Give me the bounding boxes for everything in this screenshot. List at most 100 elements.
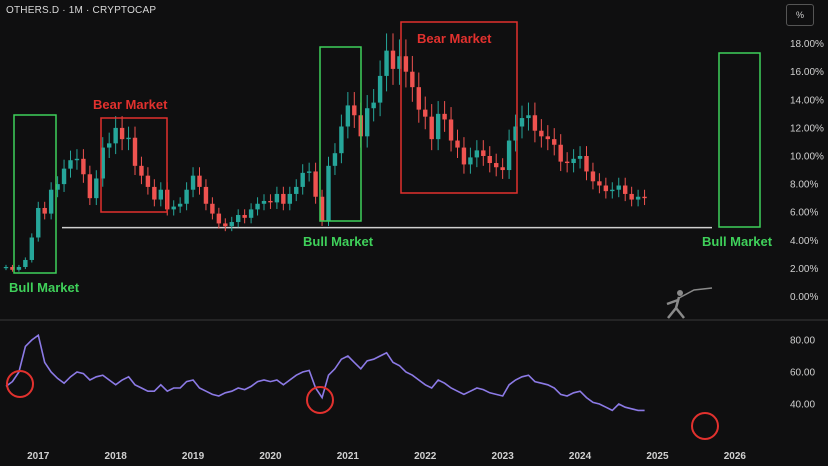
candle-body — [642, 196, 647, 199]
candle-body — [3, 266, 9, 269]
price-axis-tick: 8.00% — [790, 180, 818, 191]
candle-body — [558, 144, 563, 162]
candle-body — [139, 165, 144, 176]
candle-body — [377, 75, 383, 103]
candle-body — [345, 105, 351, 127]
candle-body — [552, 139, 557, 145]
candle-body — [487, 156, 492, 164]
candle-body — [365, 108, 370, 137]
candle-body — [126, 137, 131, 140]
x-axis-tick: 2018 — [105, 451, 128, 462]
candle-body — [268, 200, 273, 203]
candle-body — [223, 223, 228, 227]
candle-body — [300, 172, 305, 187]
candle-body — [326, 165, 331, 221]
candle-body — [610, 189, 615, 192]
candle-body — [435, 113, 441, 140]
candle-body — [526, 115, 531, 119]
candle-body — [571, 158, 576, 164]
candle-body — [184, 189, 189, 204]
bull-market-label-2: Bull Market — [303, 234, 374, 249]
candle-body — [532, 115, 538, 131]
candle-body — [216, 213, 222, 224]
candle-body — [29, 237, 34, 260]
candle-body — [16, 266, 22, 270]
candle-body — [203, 186, 209, 204]
candle-body — [42, 207, 47, 214]
candle-body — [158, 189, 163, 200]
bear-market-label-1: Bear Market — [93, 97, 168, 112]
candle-body — [474, 150, 480, 158]
candle-body — [623, 185, 628, 194]
candle-body — [352, 105, 357, 116]
bull-market-label-3: Bull Market — [702, 234, 773, 249]
candle-body — [448, 119, 454, 141]
candle-body — [281, 193, 286, 204]
candle-body — [597, 181, 602, 186]
candle-body — [294, 186, 299, 194]
candle-body — [306, 171, 312, 173]
bull-zone-box-1 — [13, 114, 57, 274]
candle-body — [74, 158, 80, 161]
x-axis-tick: 2022 — [414, 451, 437, 462]
bull-zone-box-2 — [319, 46, 362, 222]
candle-body — [403, 56, 409, 72]
price-axis-tick: 0.00% — [790, 292, 818, 303]
rsi-axis-tick: 40.00 — [790, 400, 815, 411]
percent-scale-button[interactable]: % — [786, 4, 814, 26]
candle-body — [261, 200, 267, 204]
candle-body — [390, 50, 396, 69]
candle-body — [584, 156, 589, 172]
x-axis-tick: 2021 — [337, 451, 360, 462]
x-axis-tick: 2020 — [259, 451, 282, 462]
candle-body — [603, 185, 609, 192]
x-axis-tick: 2026 — [724, 451, 747, 462]
candle-body — [481, 150, 486, 156]
candle-body — [145, 175, 151, 187]
candle-body — [152, 186, 157, 200]
candle-body — [48, 189, 54, 214]
candle-body — [616, 185, 621, 190]
candle-body — [61, 168, 67, 185]
candle-body — [539, 130, 544, 137]
candle-body — [506, 140, 512, 171]
candle-body — [248, 209, 254, 218]
candle-body — [255, 203, 260, 210]
candle-body — [384, 50, 389, 76]
x-axis-tick: 2017 — [27, 451, 50, 462]
bear-zone-box-2 — [400, 21, 518, 194]
bull-zone-box-3 — [718, 52, 761, 228]
candle-body — [132, 137, 138, 166]
bull-market-label-1: Bull Market — [9, 280, 80, 295]
rsi-line — [5, 333, 645, 412]
candle-body — [519, 118, 525, 127]
candle-body — [590, 171, 596, 182]
candle-body — [177, 203, 183, 207]
candle-body — [423, 109, 428, 117]
symbol-header[interactable]: OTHERS.D · 1M · CRYPTOCAP — [6, 5, 157, 16]
candle-body — [242, 215, 247, 218]
candle-body — [371, 102, 376, 109]
rsi-marker-circle-1 — [6, 370, 34, 398]
price-axis-tick: 14.00% — [790, 95, 824, 106]
candle-body — [119, 127, 125, 140]
price-axis-tick: 12.00% — [790, 123, 824, 134]
candle-body — [287, 193, 292, 204]
candle-body — [545, 136, 550, 140]
candle-body — [81, 158, 86, 175]
candle-body — [55, 184, 60, 190]
candle-body — [171, 206, 176, 210]
candle-body — [494, 163, 499, 168]
candle-body — [274, 193, 280, 203]
candle-body — [339, 126, 344, 154]
candle-body — [23, 259, 28, 267]
candle-body — [500, 167, 505, 171]
candle-body — [10, 266, 15, 270]
x-axis-tick: 2023 — [492, 451, 515, 462]
price-axis-tick: 4.00% — [790, 236, 818, 247]
candle-body — [455, 140, 460, 148]
candle-body — [87, 174, 93, 199]
candle-body — [629, 193, 634, 200]
candle-body — [113, 127, 118, 144]
